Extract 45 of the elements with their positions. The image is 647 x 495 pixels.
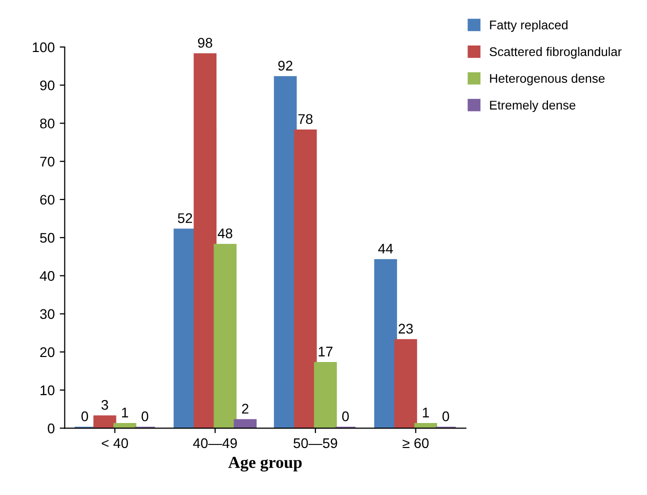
data-label: 44	[378, 244, 393, 254]
data-label: 1	[422, 408, 429, 418]
x-axis-title: Age group	[228, 456, 302, 472]
data-label: 98	[198, 38, 212, 48]
legend-label: Etremely dense	[490, 100, 576, 112]
data-label: 78	[298, 114, 313, 124]
bar	[374, 259, 398, 428]
data-label: 48	[218, 228, 232, 238]
bar	[93, 415, 116, 428]
x-tick-label: < 40	[102, 438, 128, 448]
legend-label: Scattered fibroglandular	[490, 46, 622, 59]
bar	[294, 129, 317, 428]
legend-label: Fatty replaced	[490, 20, 568, 32]
data-label: 1	[122, 408, 128, 418]
bar	[113, 422, 136, 428]
bar	[194, 53, 217, 428]
bar	[234, 419, 257, 428]
y-tick-label: 40	[40, 271, 54, 281]
y-tick-label: 20	[40, 347, 54, 358]
x-tick-label: ≥ 60	[402, 438, 429, 448]
bar	[394, 339, 418, 428]
data-label: 23	[398, 324, 413, 334]
y-tick-label: 80	[40, 118, 54, 128]
data-label: 0	[81, 411, 88, 422]
bar	[314, 362, 337, 428]
y-tick-label: 0	[48, 424, 54, 434]
data-label: 0	[142, 411, 148, 422]
y-tick-label: 50	[40, 232, 54, 243]
data-label: 52	[178, 213, 192, 224]
data-label: 17	[318, 346, 332, 356]
x-tick-label: 40—49	[193, 438, 237, 448]
y-tick-label: 70	[40, 156, 54, 167]
data-label: 2	[242, 404, 248, 414]
y-tick-label: 90	[40, 80, 54, 90]
y-tick-label: 100	[32, 42, 54, 52]
y-tick-label: 10	[40, 385, 54, 396]
x-tick-label: 50—59	[294, 438, 338, 448]
data-label: 0	[342, 411, 349, 422]
y-tick-label: 30	[40, 309, 54, 319]
data-label: 92	[278, 60, 292, 71]
legend-label: Heterogenous dense	[490, 74, 605, 86]
bar	[214, 244, 237, 428]
data-label: 3	[101, 400, 108, 410]
y-tick-label: 60	[40, 194, 54, 205]
data-label: 0	[442, 411, 450, 422]
